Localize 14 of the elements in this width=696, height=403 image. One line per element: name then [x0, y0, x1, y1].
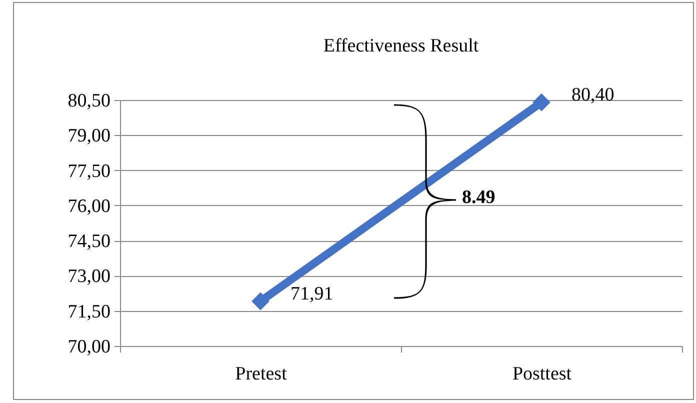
chart-title: Effectiveness Result — [323, 35, 480, 56]
y-tick-label: 70,00 — [68, 336, 110, 358]
y-tick-label: 77,50 — [68, 160, 110, 182]
data-label: 71,91 — [290, 283, 334, 304]
y-tick-label: 71,50 — [68, 301, 110, 322]
data-label: 80,40 — [572, 84, 614, 106]
y-tick-label: 79,00 — [68, 126, 110, 147]
y-tick-label: 73,00 — [68, 266, 110, 288]
y-tick-label: 76,00 — [68, 196, 110, 217]
annotation: 8.49 — [462, 187, 496, 209]
x-tick-label: Posttest — [512, 364, 572, 384]
y-tick-label: 74,50 — [68, 231, 110, 252]
y-tick-label: 80,50 — [68, 90, 110, 112]
x-tick-label: Pretest — [235, 364, 288, 384]
